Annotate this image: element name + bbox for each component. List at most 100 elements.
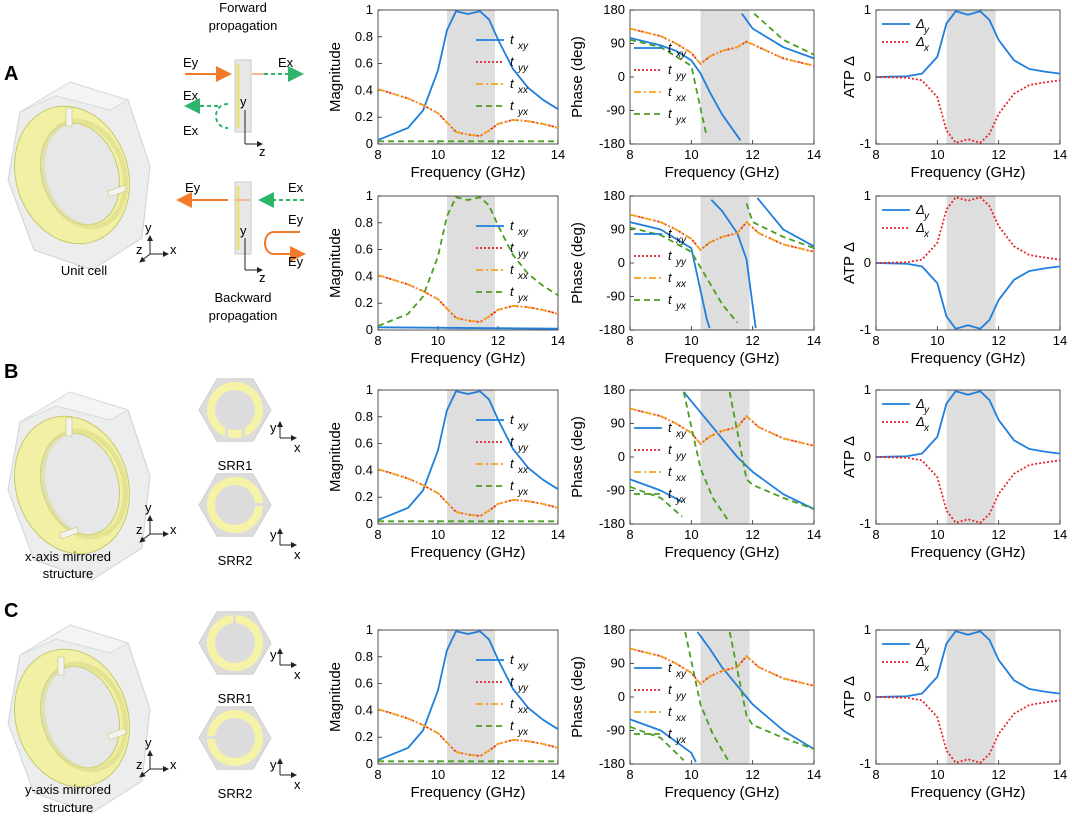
legend-symbol: t: [668, 226, 673, 241]
y-axis-label: Phase (deg): [569, 222, 586, 304]
x-tick-label: 8: [872, 333, 879, 348]
xy-axes: yx: [270, 527, 301, 562]
legend-symbol: t: [510, 284, 515, 299]
legend-symbol: t: [510, 434, 515, 449]
legend-symbol: t: [668, 292, 673, 307]
series-line-t_xx: [377, 468, 559, 517]
axis-y-fwd: y: [240, 94, 247, 109]
legend-symbol: t: [668, 442, 673, 457]
x-tick-label: 12: [745, 147, 759, 162]
srr-gap: [207, 736, 218, 739]
y-tick-label: 0: [366, 136, 373, 151]
caption-x-mirror-2: structure: [43, 566, 94, 581]
y-tick-label: 90: [611, 656, 625, 671]
srr1-label: SRR1: [218, 691, 253, 706]
shaded-band: [946, 10, 996, 144]
legend-subscript: xx: [675, 473, 687, 484]
y-axis-label: Magnitude: [327, 42, 344, 112]
legend-symbol: t: [510, 674, 515, 689]
chart-b-phase: 8 10 12 14 -180 -90 0 90 180 Frequency (GHz) Phase…: [569, 382, 821, 561]
y-tick-label: 0: [618, 69, 625, 84]
y-tick-label: 0.2: [355, 729, 373, 744]
y-tick-label: 0: [618, 449, 625, 464]
legend-subscript: xy: [517, 227, 529, 238]
forward-title-1: Forward: [219, 0, 267, 15]
ring-gap: [107, 184, 127, 198]
x-tick-label: 14: [807, 333, 821, 348]
x-axis-label: Frequency (GHz): [410, 784, 525, 801]
coordinate-triad: y x z: [136, 220, 177, 263]
legend-symbol: Δ: [915, 34, 925, 49]
x-tick-label: 12: [745, 333, 759, 348]
shaded-band: [700, 390, 750, 524]
label-ey-in: Ey: [183, 55, 199, 70]
axis-z-fwd: z: [259, 144, 266, 159]
series-line-t_yx: [753, 13, 815, 56]
y-tick-label: -1: [859, 516, 871, 531]
y-axis-label: Phase (deg): [569, 36, 586, 118]
x-tick-label: 8: [374, 333, 381, 348]
y-axis-label: Magnitude: [327, 662, 344, 732]
legend-symbol: Δ: [915, 396, 925, 411]
legend-subscript: x: [923, 663, 930, 674]
chart-a1-mag: 8 10 12 14 0 0.2 0.4 0.6 0.8 1 Frequency (GHz) Magn…: [327, 2, 565, 181]
y-tick-label: -180: [599, 136, 625, 151]
x-axis-label: Frequency (GHz): [910, 784, 1025, 801]
series-line-delta_y: [875, 390, 1061, 458]
y-tick-label: 0.6: [355, 436, 373, 451]
legend-symbol: t: [510, 32, 515, 47]
x-tick-label: 14: [807, 767, 821, 782]
legend-subscript: yx: [517, 107, 529, 118]
legend-symbol: Δ: [915, 636, 925, 651]
y-tick-label: -90: [606, 289, 625, 304]
caption-x-mirror-1: x-axis mirrored: [25, 549, 111, 564]
triad-y-label: y: [145, 735, 152, 750]
coordinate-triad: y x z: [136, 735, 177, 778]
y-tick-label: 0: [864, 69, 871, 84]
triad-x-label: x: [170, 242, 177, 257]
srr2-illustration: [198, 473, 272, 537]
xy-y-label: y: [270, 420, 277, 435]
x-tick-label: 8: [626, 147, 633, 162]
x-axis-label: Frequency (GHz): [664, 784, 779, 801]
cell-top: [19, 624, 130, 656]
y-tick-label: 1: [366, 2, 373, 17]
legend-subscript: yy: [517, 249, 529, 260]
y-tick-label: -90: [606, 723, 625, 738]
legend-symbol: t: [668, 62, 673, 77]
x-tick-label: 10: [431, 333, 445, 348]
y-tick-label: 0.4: [355, 268, 373, 283]
x-tick-label: 12: [491, 147, 505, 162]
y-tick-label: 0: [366, 322, 373, 337]
x-axis-label: Frequency (GHz): [664, 544, 779, 561]
legend-subscript: yy: [675, 71, 687, 82]
xy-axes: yx: [270, 757, 301, 792]
legend-subscript: yy: [675, 451, 687, 462]
ring-depth: [39, 661, 129, 773]
triad-z-label: z: [136, 757, 143, 772]
series-line-t_xy: [741, 13, 815, 60]
x-tick-label: 12: [745, 527, 759, 542]
y-tick-label: 1: [864, 188, 871, 203]
axis-z-bwd: z: [259, 270, 266, 285]
series-line-t_yx: [728, 631, 815, 750]
y-axis-label: Phase (deg): [569, 656, 586, 738]
series-line-t_xx: [629, 213, 815, 253]
series-line-t_yx: [728, 391, 815, 510]
triad-z-label: z: [136, 242, 143, 257]
panel-label-b: B: [4, 361, 18, 383]
x-mirror-cell-illustration: [7, 391, 151, 581]
x-tick-label: 8: [374, 527, 381, 542]
x-tick-label: 8: [872, 527, 879, 542]
legend-subscript: x: [923, 43, 930, 54]
y-axis-label: ATP Δ: [841, 676, 858, 718]
shaded-band: [700, 630, 750, 764]
series-line-t_xy: [696, 631, 815, 750]
y-tick-label: 1: [864, 382, 871, 397]
legend-subscript: xx: [517, 705, 529, 716]
series-line-t_yx: [684, 631, 729, 761]
chart-b-atp: 8 10 12 14 -1 0 1 Frequency (GHz) ATP Δ Δ yΔ x: [841, 382, 1067, 561]
y-tick-label: 90: [611, 36, 625, 51]
unit-cell-illustration: [7, 81, 151, 271]
label-ey-reflect-1: Ey: [288, 212, 304, 227]
